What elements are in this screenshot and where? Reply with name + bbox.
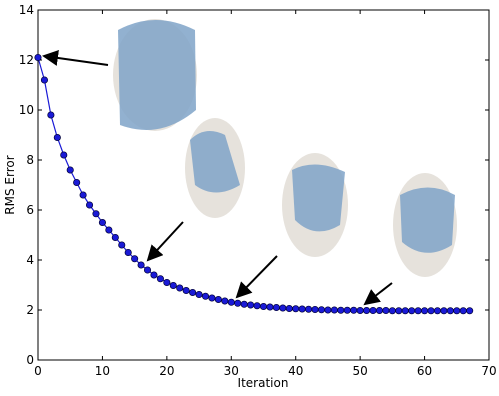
x-tick-label: 0 <box>34 364 42 378</box>
marker <box>293 306 299 312</box>
chart: Iteration RMS Error 0 10 20 30 40 50 60 70 0 2 4 6 8… <box>0 0 499 392</box>
marker <box>460 308 466 314</box>
marker <box>86 202 92 208</box>
line <box>38 58 470 311</box>
marker <box>357 307 363 313</box>
marker <box>415 308 421 314</box>
marker <box>396 308 402 314</box>
marker <box>112 234 118 240</box>
marker <box>106 227 112 233</box>
y-tick-label: 4 <box>26 253 34 267</box>
x-axis-label: Iteration <box>238 376 289 390</box>
marker <box>247 302 253 308</box>
marker <box>209 295 215 301</box>
marker <box>99 219 105 225</box>
marker <box>273 304 279 310</box>
y-tick-label: 2 <box>26 303 34 317</box>
marker <box>447 308 453 314</box>
marker <box>280 305 286 311</box>
y-tick-label: 10 <box>19 103 34 117</box>
marker <box>267 304 273 310</box>
y-tick-label: 8 <box>26 153 34 167</box>
marker <box>54 134 60 140</box>
marker <box>61 152 67 158</box>
marker <box>93 211 99 217</box>
marker <box>151 272 157 278</box>
arrow <box>365 283 392 304</box>
marker <box>331 307 337 313</box>
marker <box>235 300 241 306</box>
x-tick-label: 10 <box>95 364 110 378</box>
marker <box>408 308 414 314</box>
y-tick-label: 6 <box>26 203 34 217</box>
face-overlay <box>400 188 455 253</box>
marker <box>383 307 389 313</box>
marker <box>73 179 79 185</box>
marker <box>344 307 350 313</box>
marker <box>421 308 427 314</box>
marker <box>177 285 183 291</box>
y-tick-label: 12 <box>19 53 34 67</box>
arrow <box>237 256 277 297</box>
x-tick-label: 50 <box>353 364 368 378</box>
x-tick-label: 60 <box>417 364 432 378</box>
marker <box>131 256 137 262</box>
marker <box>441 308 447 314</box>
marker <box>196 291 202 297</box>
marker <box>202 293 208 299</box>
x-tick-label: 20 <box>159 364 174 378</box>
marker <box>170 282 176 288</box>
marker <box>222 298 228 304</box>
marker <box>67 167 73 173</box>
x-tick-label: 30 <box>224 364 239 378</box>
marker <box>370 307 376 313</box>
marker <box>325 307 331 313</box>
marker <box>48 112 54 118</box>
marker <box>164 279 170 285</box>
y-axis-label: RMS Error <box>3 155 17 214</box>
marker <box>338 307 344 313</box>
marker <box>35 54 41 60</box>
marker <box>305 306 311 312</box>
marker <box>318 307 324 313</box>
face-overlay <box>118 20 196 130</box>
y-tick-label: 0 <box>26 353 34 367</box>
marker <box>376 307 382 313</box>
x-tick-label: 70 <box>481 364 496 378</box>
marker <box>363 307 369 313</box>
face-overlay <box>292 164 345 231</box>
marker <box>125 249 131 255</box>
marker <box>183 287 189 293</box>
marker <box>119 242 125 248</box>
marker <box>299 306 305 312</box>
marker <box>41 77 47 83</box>
marker <box>428 308 434 314</box>
marker <box>215 296 221 302</box>
marker <box>254 303 260 309</box>
marker <box>351 307 357 313</box>
y-tick-label: 14 <box>19 3 34 17</box>
marker <box>228 299 234 305</box>
marker <box>286 305 292 311</box>
marker <box>80 192 86 198</box>
marker <box>144 267 150 273</box>
x-tick-label: 40 <box>288 364 303 378</box>
marker <box>157 276 163 282</box>
marker <box>389 308 395 314</box>
marker <box>312 306 318 312</box>
arrow <box>44 56 108 65</box>
marker <box>260 303 266 309</box>
marker <box>402 308 408 314</box>
illustrations <box>113 19 457 277</box>
arrow <box>148 222 183 260</box>
marker <box>434 308 440 314</box>
marker <box>454 308 460 314</box>
marker <box>241 301 247 307</box>
marker <box>189 289 195 295</box>
marker <box>466 308 472 314</box>
marker <box>138 262 144 268</box>
